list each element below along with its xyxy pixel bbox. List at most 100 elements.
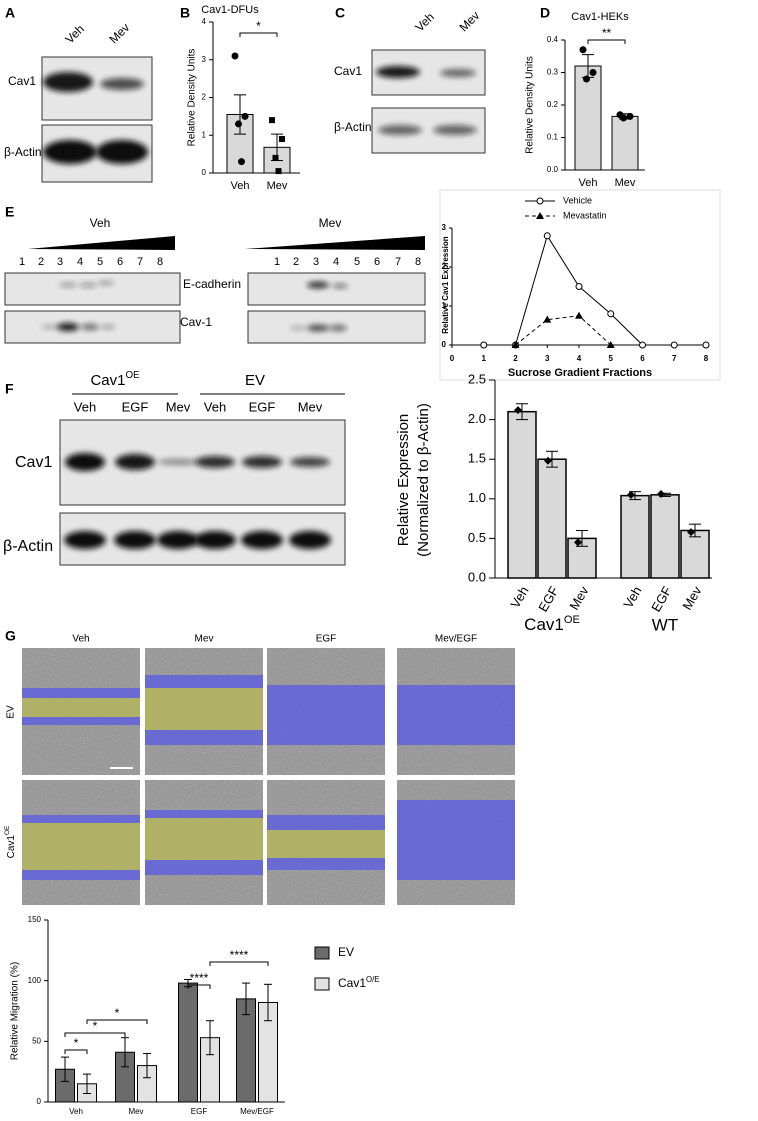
data-point (543, 232, 551, 240)
chart-title: Cav1-HEKs (571, 11, 629, 23)
data-point (544, 456, 552, 465)
blot-band (307, 282, 329, 288)
data-point (269, 117, 275, 124)
lane-label: 7 (137, 256, 143, 268)
group-label: WT (652, 615, 678, 634)
panel-letter: B (180, 5, 190, 21)
y-tick-label: 0.1 (547, 133, 559, 142)
x-tick-label: 3 (545, 354, 550, 363)
row-label-sup: OE (4, 825, 11, 835)
blot-band (98, 281, 114, 285)
y-tick-label: 0.0 (468, 569, 486, 584)
significance-label: **** (190, 971, 209, 985)
group-label: Cav1OE (524, 614, 580, 635)
wound-area (267, 830, 385, 858)
bar (611, 115, 639, 171)
significance-bracket (587, 39, 626, 44)
data-point (575, 311, 583, 319)
panel-letter: F (5, 381, 14, 397)
data-point (583, 75, 590, 83)
significance-label: * (93, 1019, 98, 1033)
x-tick-label: Veh (69, 1107, 83, 1116)
data-point (480, 341, 488, 349)
blot-band (100, 78, 144, 90)
gradient-wedge (245, 236, 425, 250)
y-axis-label: Relative Cav1 Expression (441, 236, 450, 333)
data-point (687, 528, 695, 537)
condition-label: Veh (90, 216, 111, 230)
column-label: EGF (316, 634, 337, 645)
y-tick-label: 2 (202, 93, 207, 102)
lane-label: Mev (106, 20, 132, 46)
blot (247, 272, 426, 306)
lane-label: Veh (74, 399, 96, 414)
blot-band (329, 325, 347, 331)
gradient-wedge (28, 236, 175, 250)
row-label-base: Cav1 (6, 835, 17, 859)
lane-label: 7 (395, 256, 401, 268)
data-point (235, 120, 242, 128)
lane-label: EGF (249, 399, 276, 414)
blot-band (41, 325, 59, 329)
data-point (238, 158, 245, 166)
data-point (241, 112, 249, 120)
y-tick-label: 1 (202, 130, 207, 139)
x-tick-label: Veh (579, 177, 598, 189)
blot-band (433, 125, 477, 135)
x-tick-label: EGF (648, 584, 674, 615)
lane-label: 3 (57, 256, 63, 268)
row-label: Cav-1 (180, 315, 212, 329)
y-tick-label: 0 (442, 340, 447, 349)
blot-band (376, 66, 420, 78)
series-line (483, 234, 706, 346)
row-label: Cav1OE (4, 825, 16, 858)
x-axis-label: Sucrose Gradient Fractions (508, 367, 652, 379)
legend-swatch (314, 977, 330, 991)
data-point (536, 197, 544, 205)
lane-label: 2 (38, 256, 44, 268)
significance-bracket (64, 1049, 88, 1054)
row-label: β-Actin (3, 538, 53, 555)
x-tick-label: 4 (577, 354, 582, 363)
x-tick-label: 8 (704, 354, 709, 363)
lane-label: EGF (122, 399, 149, 414)
y-axis-label: Relative Migration (%) (10, 962, 21, 1060)
group-label: EV (245, 372, 265, 389)
blot-band (158, 459, 198, 465)
data-point (275, 168, 282, 175)
x-tick-label: EGF (535, 584, 561, 615)
y-tick-label: 0.0 (547, 165, 559, 174)
data-point (575, 283, 583, 290)
wound-area (22, 698, 140, 717)
row-label: Cav1 (334, 64, 362, 78)
x-tick-label: EGF (191, 1107, 208, 1116)
y-tick-label: 0 (202, 168, 207, 177)
significance-label: * (74, 1036, 79, 1050)
data-point (231, 52, 239, 60)
group-label-base: Cav1 (524, 615, 564, 634)
significance-bracket (86, 1019, 148, 1024)
data-point (543, 315, 552, 323)
lane-label: 3 (313, 256, 319, 268)
data-point (574, 538, 582, 547)
y-tick-label: 150 (28, 915, 42, 924)
lane-label: 1 (274, 256, 280, 268)
lane-label: 2 (293, 256, 299, 268)
significance-bracket (239, 32, 278, 37)
wound-edge (397, 800, 515, 880)
lane-label: Veh (204, 399, 226, 414)
x-tick-label: 7 (672, 354, 677, 363)
legend-label-base: Cav1 (338, 976, 366, 990)
blot-band (289, 531, 331, 549)
blot-band (114, 531, 156, 549)
y-axis-label: Relative Expression (395, 414, 412, 547)
group-label-sup: OE (125, 370, 140, 381)
blot-band (194, 531, 236, 549)
y-tick-label: 1 (442, 301, 447, 310)
blot-band (307, 325, 329, 331)
lane-label: 5 (97, 256, 103, 268)
panel-letter: D (540, 5, 550, 21)
data-point (589, 69, 597, 76)
y-tick-label: 50 (32, 1036, 41, 1045)
